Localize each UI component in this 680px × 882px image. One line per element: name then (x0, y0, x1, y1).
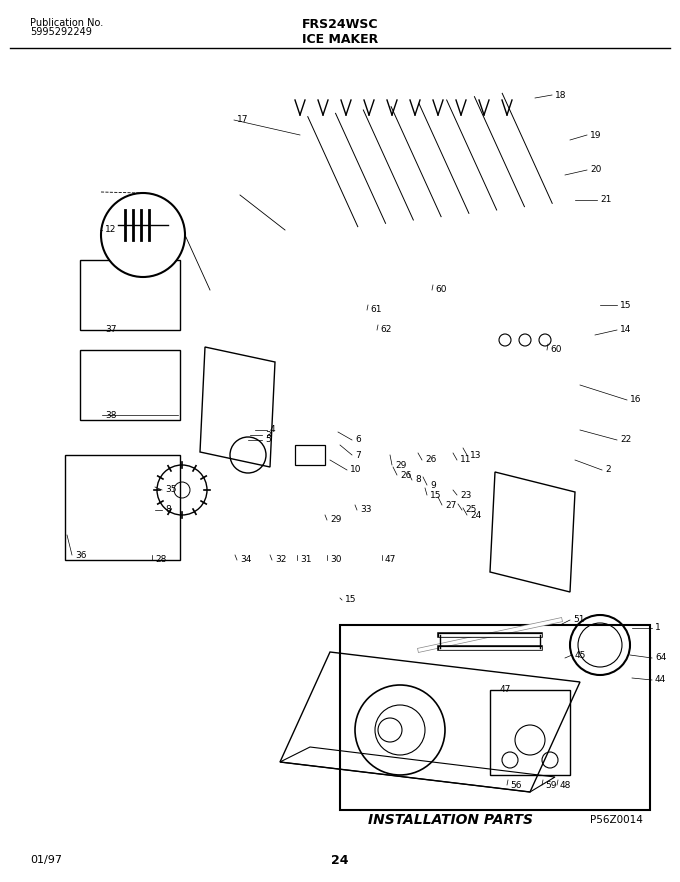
Bar (340, 625, 650, 810)
Bar (295, 445, 325, 465)
Text: 31: 31 (300, 556, 311, 564)
Text: 32: 32 (275, 556, 286, 564)
Text: 11: 11 (460, 455, 471, 465)
Text: 26: 26 (400, 470, 411, 480)
Text: 17: 17 (237, 116, 248, 124)
Text: 29: 29 (330, 515, 341, 525)
Text: 01/97: 01/97 (30, 855, 62, 865)
Text: 28: 28 (155, 556, 167, 564)
Text: 44: 44 (655, 676, 666, 684)
Text: 38: 38 (105, 410, 116, 420)
Text: 18: 18 (555, 91, 566, 100)
Text: 24: 24 (470, 511, 481, 519)
Text: 19: 19 (590, 131, 602, 139)
Text: 10: 10 (350, 466, 362, 475)
Circle shape (101, 193, 185, 277)
Text: 34: 34 (240, 556, 252, 564)
Text: 36: 36 (75, 550, 86, 559)
Text: 2: 2 (605, 466, 611, 475)
Text: Publication No.: Publication No. (30, 18, 103, 28)
Text: 21: 21 (600, 196, 611, 205)
Text: 45: 45 (575, 651, 586, 660)
Text: 64: 64 (655, 654, 666, 662)
Text: 60: 60 (435, 286, 447, 295)
Text: 13: 13 (470, 451, 481, 460)
Text: 5995292249: 5995292249 (30, 27, 92, 37)
Text: 26: 26 (425, 455, 437, 465)
Text: 5: 5 (265, 436, 271, 445)
Text: 25: 25 (465, 505, 477, 514)
Text: 29: 29 (395, 460, 407, 469)
Bar (80, 260, 180, 330)
Text: 27: 27 (445, 500, 456, 510)
Text: 37: 37 (105, 325, 116, 334)
Text: 8: 8 (165, 505, 171, 514)
Text: 22: 22 (620, 436, 631, 445)
Text: 15: 15 (620, 301, 632, 310)
Text: 6: 6 (355, 436, 361, 445)
Text: 35: 35 (165, 485, 177, 495)
Text: FRS24WSC: FRS24WSC (302, 18, 378, 31)
Text: 12: 12 (105, 226, 116, 235)
Text: 56: 56 (510, 781, 522, 789)
Text: 48: 48 (560, 781, 571, 789)
Bar (65, 455, 180, 560)
Text: 59: 59 (545, 781, 556, 789)
Text: 15: 15 (345, 595, 356, 604)
Bar (80, 350, 180, 420)
Text: 24: 24 (331, 854, 349, 866)
Text: 30: 30 (330, 556, 341, 564)
Text: 14: 14 (620, 325, 631, 334)
Text: 23: 23 (460, 490, 471, 499)
Text: 47: 47 (385, 556, 396, 564)
Text: 4: 4 (270, 425, 275, 435)
Text: 7: 7 (355, 451, 361, 460)
Text: 20: 20 (590, 166, 601, 175)
Text: 61: 61 (370, 305, 381, 315)
Text: 1: 1 (655, 624, 661, 632)
Text: 51: 51 (573, 616, 585, 624)
Text: 16: 16 (630, 395, 641, 405)
Text: 15: 15 (430, 490, 441, 499)
Text: 8: 8 (415, 475, 421, 484)
Text: 47: 47 (500, 685, 511, 694)
Text: 33: 33 (360, 505, 371, 514)
Bar (490, 690, 570, 775)
Text: INSTALLATION PARTS: INSTALLATION PARTS (367, 813, 532, 827)
Text: 3: 3 (265, 430, 271, 439)
Text: 62: 62 (380, 325, 392, 334)
Text: 60: 60 (550, 346, 562, 355)
Text: P56Z0014: P56Z0014 (590, 815, 643, 825)
Text: ICE MAKER: ICE MAKER (302, 33, 378, 46)
Text: 9: 9 (430, 481, 436, 490)
